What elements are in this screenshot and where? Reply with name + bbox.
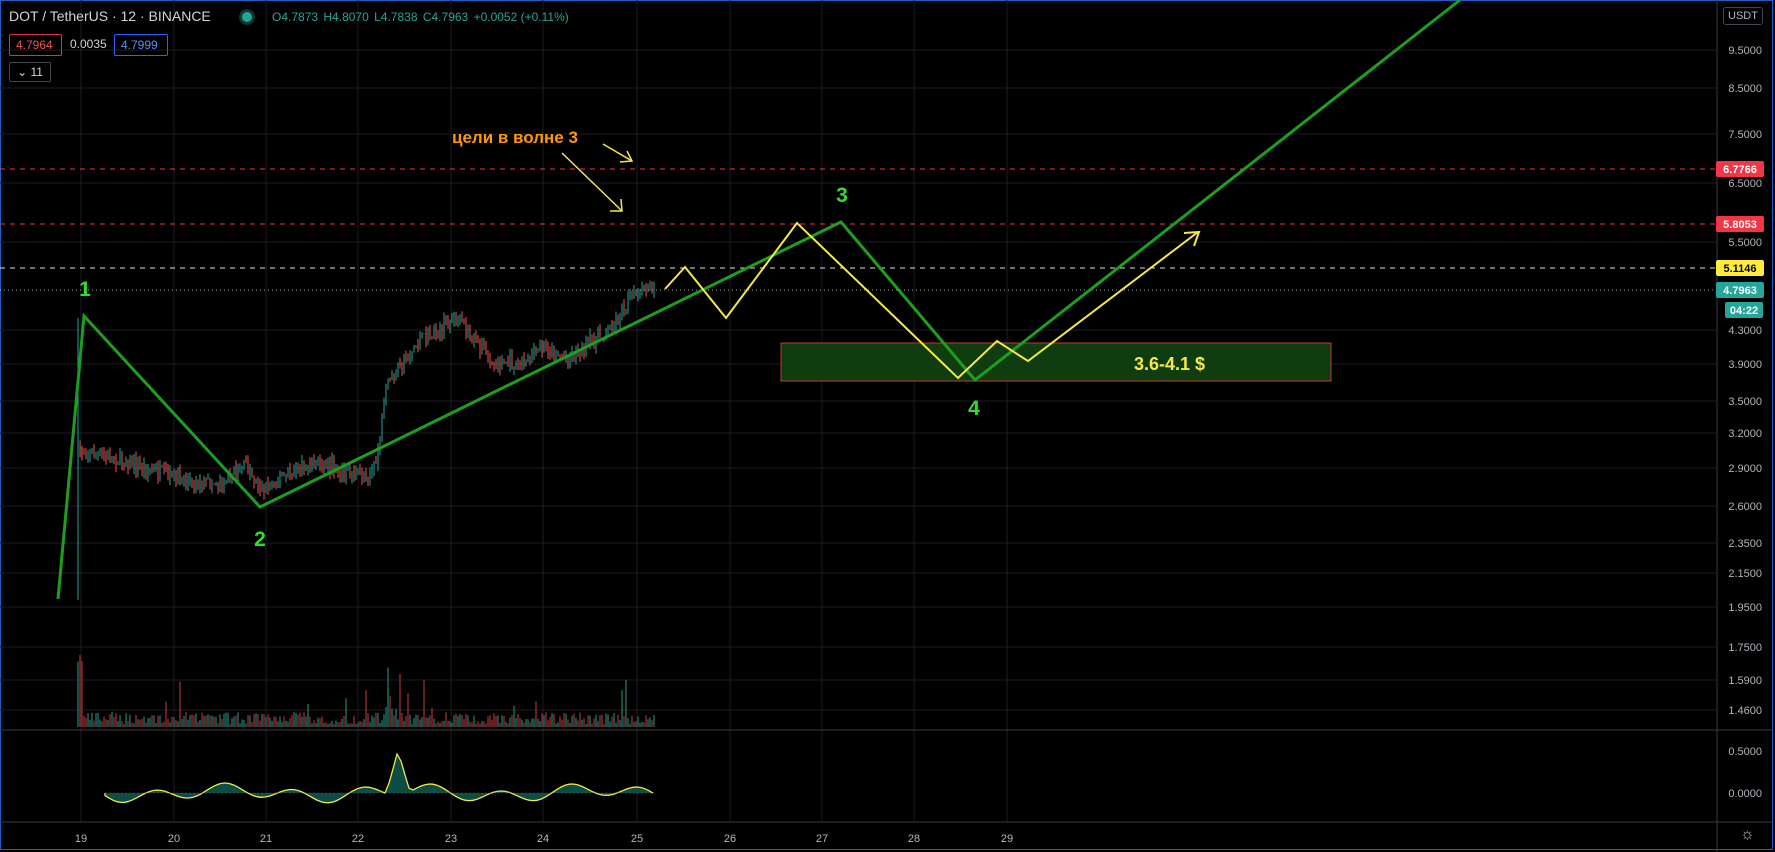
indicator-tick-label: 0.0000 (1728, 788, 1762, 800)
symbol-title[interactable]: DOT / TetherUS · 12 · BINANCE (9, 8, 211, 24)
price-badge (1716, 282, 1764, 298)
indicator-tick-label: 0.5000 (1728, 746, 1762, 758)
support-zone (780, 342, 1332, 382)
candlesticks (77, 280, 655, 600)
time-tick-label: 27 (816, 833, 828, 845)
price-tick-label: 5.5000 (1728, 237, 1762, 249)
low-value: L4.7838 (374, 10, 418, 24)
buy-button[interactable]: 4.7999 (114, 34, 168, 56)
price-tick-label: 2.9000 (1728, 463, 1762, 475)
settings-gear-icon[interactable]: ☼ (1740, 826, 1755, 843)
price-tick-label: 9.5000 (1728, 45, 1762, 57)
oscillator-fill (105, 754, 655, 803)
chevron-down-icon: ⌄ (17, 65, 31, 79)
time-tick-label: 23 (445, 833, 457, 845)
zone-annotation: 3.6-4.1 $ (1134, 354, 1205, 374)
sell-button[interactable]: 4.7964 (9, 34, 62, 56)
price-tick-label: 2.1500 (1728, 568, 1762, 580)
wave-label: 2 (254, 528, 266, 551)
projection-arrowhead (1183, 230, 1201, 247)
time-tick-label: 24 (537, 833, 549, 845)
target-arrow (602, 143, 633, 162)
time-tick-label: 19 (75, 833, 87, 845)
price-tick-label: 3.9000 (1728, 359, 1762, 371)
price-badge-label: 5.1146 (1723, 263, 1756, 275)
price-tick-label: 1.5900 (1728, 675, 1762, 687)
price-badge (1716, 260, 1764, 276)
lots-value: 11 (30, 65, 43, 79)
price-badge-label: 6.7766 (1723, 164, 1757, 176)
time-tick-label: 29 (1001, 833, 1013, 845)
time-tick-label: 21 (260, 833, 272, 845)
target-arrowhead (619, 150, 634, 163)
drawings: 1 2 3 4 цели в волне 3 3.6-4.1 $ (56, 0, 1461, 600)
price-tick-label: 6.5000 (1728, 178, 1762, 190)
price-tick-label: 7.5000 (1728, 129, 1762, 141)
price-tick-label: 3.2000 (1728, 428, 1762, 440)
lots-toggle[interactable]: ⌄ 11 (9, 62, 51, 82)
oscillator-line (104, 752, 654, 804)
price-badge-label: 5.8053 (1723, 219, 1757, 231)
price-badge (1716, 161, 1764, 177)
high-value: H4.8070 (323, 10, 369, 24)
price-tick-label: 1.9500 (1728, 602, 1762, 614)
target-arrow (561, 152, 623, 212)
grid-lines (0, 0, 1717, 822)
wave-label: 4 (968, 397, 980, 420)
price-badge (1716, 216, 1764, 232)
wave-label: 1 (79, 278, 91, 301)
time-tick-label: 26 (724, 833, 736, 845)
ohlc-readout: O4.7873 H4.8070 L4.7838 C4.7963 +0.0052 … (272, 10, 571, 24)
time-tick-label: 20 (168, 833, 180, 845)
volume-bars (77, 654, 655, 727)
projection-path (664, 221, 1199, 380)
market-status-icon (242, 12, 252, 22)
wave-path (56, 0, 1461, 600)
close-value: C4.7963 (422, 10, 469, 24)
time-tick-label: 22 (352, 833, 364, 845)
price-tick-label: 1.4600 (1728, 705, 1762, 717)
time-tick-label: 28 (908, 833, 920, 845)
price-tick-label: 2.6000 (1728, 501, 1762, 513)
change-value: +0.0052 (+0.11%) (473, 10, 569, 24)
targets-annotation: цели в волне 3 (452, 128, 578, 147)
wave-label: 3 (836, 184, 848, 207)
price-tick-label: 1.7500 (1728, 642, 1762, 654)
price-badge (1725, 302, 1763, 318)
currency-button[interactable]: USDT (1723, 7, 1763, 25)
target-arrowhead (610, 198, 623, 212)
open-value: O4.7873 (272, 10, 319, 24)
price-tick-label: 4.3000 (1728, 325, 1762, 337)
price-badge-label: 4.7963 (1723, 285, 1757, 297)
price-tick-label: 8.5000 (1728, 83, 1762, 95)
price-badge-label: 04:22 (1730, 305, 1758, 317)
time-tick-label: 25 (631, 833, 643, 845)
price-tick-label: 3.5000 (1728, 396, 1762, 408)
price-tick-label: 2.3500 (1728, 538, 1762, 550)
oscillator-pane (104, 752, 655, 804)
horizontal-levels (0, 168, 1717, 291)
spread-value: 0.0035 (70, 37, 107, 51)
